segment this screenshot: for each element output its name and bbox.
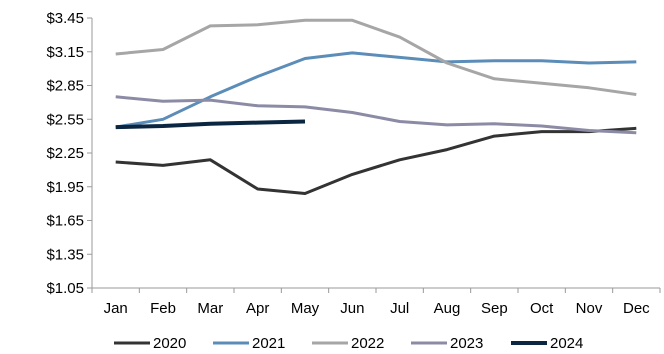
x-tick-label: Apr	[246, 300, 269, 317]
y-tick-label: $1.65	[46, 213, 84, 230]
axes	[87, 17, 661, 293]
x-tick-label: Oct	[530, 300, 554, 317]
series-line-2020	[115, 126, 637, 195]
x-tick-label: Jun	[340, 300, 364, 317]
legend-label-2022: 2022	[351, 335, 384, 352]
x-tick-label: May	[291, 300, 320, 317]
y-tick-label: $2.55	[46, 111, 84, 128]
legend-label-2021: 2021	[252, 335, 285, 352]
y-tick-label: $1.95	[46, 179, 84, 196]
x-tick-label: Jan	[104, 300, 128, 317]
x-tick-label: Mar	[197, 300, 223, 317]
x-tick-label: Aug	[434, 300, 461, 317]
legend-label-2023: 2023	[450, 335, 483, 352]
y-tick-labels: $1.05 $1.35 $1.65 $1.95 $2.25 $2.55 $2.85 $3.15…	[46, 10, 84, 297]
y-tick-label: $2.85	[46, 78, 84, 95]
series-lines	[115, 18, 637, 195]
series-line-2022	[115, 18, 637, 96]
y-tick-label: $1.05	[46, 280, 84, 297]
x-tick-label: Nov	[576, 300, 603, 317]
y-tick-label: $3.45	[46, 10, 84, 27]
x-tick-label: Jul	[390, 300, 409, 317]
y-tick-label: $1.35	[46, 246, 84, 263]
y-tick-label: $2.25	[46, 145, 84, 162]
legend-label-2020: 2020	[153, 335, 186, 352]
x-tick-label: Sep	[481, 300, 508, 317]
series-line-2023	[115, 95, 637, 135]
legend: 2020 2021 2022 2023 2024	[114, 335, 583, 352]
y-tick-label: $3.15	[46, 44, 84, 61]
legend-label-2024: 2024	[550, 335, 583, 352]
series-line-2024	[115, 119, 306, 130]
x-tick-label: Feb	[150, 300, 176, 317]
x-tick-labels: Jan Feb Mar Apr May Jun Jul Aug Sep Oct Nov Dec	[104, 300, 651, 317]
x-tick-label: Dec	[623, 300, 650, 317]
